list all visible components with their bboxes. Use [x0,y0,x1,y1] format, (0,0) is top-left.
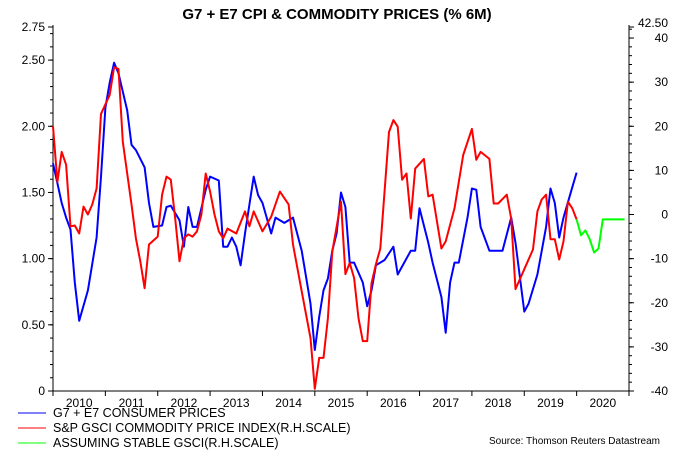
left-tick-label: 2.75 [22,20,46,34]
legend-label-1: S&P GSCI COMMODITY PRICE INDEX(R.H.SCALE… [53,421,351,435]
right-tick-label: -30 [651,340,669,354]
right-tick-label: 10 [655,163,669,177]
x-tick-label: 2019 [537,396,564,410]
x-tick-label: 2014 [275,396,302,410]
right-tick-label: 30 [655,75,669,89]
x-tick-label: 2013 [223,396,250,410]
right-tick-label: -10 [651,252,669,266]
x-tick-label: 2015 [328,396,355,410]
right-tick-label: -20 [651,296,669,310]
series-line-2 [575,218,625,254]
x-tick-label: 2017 [432,396,459,410]
source-note: Source: Thomson Reuters Datastream [489,436,660,447]
legend-label-0: G7 + E7 CONSUMER PRICES [53,406,226,420]
legend-label-2: ASSUMING STABLE GSCI(R.H.SCALE) [53,436,279,450]
left-tick-label: 2.00 [22,119,46,133]
left-tick-label: 2.50 [22,53,46,67]
left-tick-label: 1.00 [22,252,46,266]
x-tick-label: 2011 [119,396,145,410]
right-tick-label: 42.50 [638,16,668,30]
right-tick-label: 40 [655,31,669,45]
right-tick-label: 20 [655,119,669,133]
x-tick-label: 2016 [380,396,407,410]
x-tick-label: 2018 [485,396,512,410]
series-lines [52,61,625,390]
series-line-0 [52,61,578,351]
right-tick-label: -40 [651,384,669,398]
left-tick-label: 0 [38,384,45,398]
left-tick-label: 1.50 [22,185,46,199]
x-tick-label: 2012 [171,396,198,410]
series-line-1 [52,66,578,390]
chart-title: G7 + E7 CPI & COMMODITY PRICES (% 6M) [182,6,491,23]
left-tick-label: 0.50 [22,318,46,332]
x-tick-label: 2010 [66,396,93,410]
x-tick-label: 2020 [589,396,616,410]
axes: 0 0.50 1.00 1.50 2.00 2.50 2.75 -40 -30 -20 -10 0 10… [22,16,669,410]
right-tick-label: 0 [661,208,668,222]
